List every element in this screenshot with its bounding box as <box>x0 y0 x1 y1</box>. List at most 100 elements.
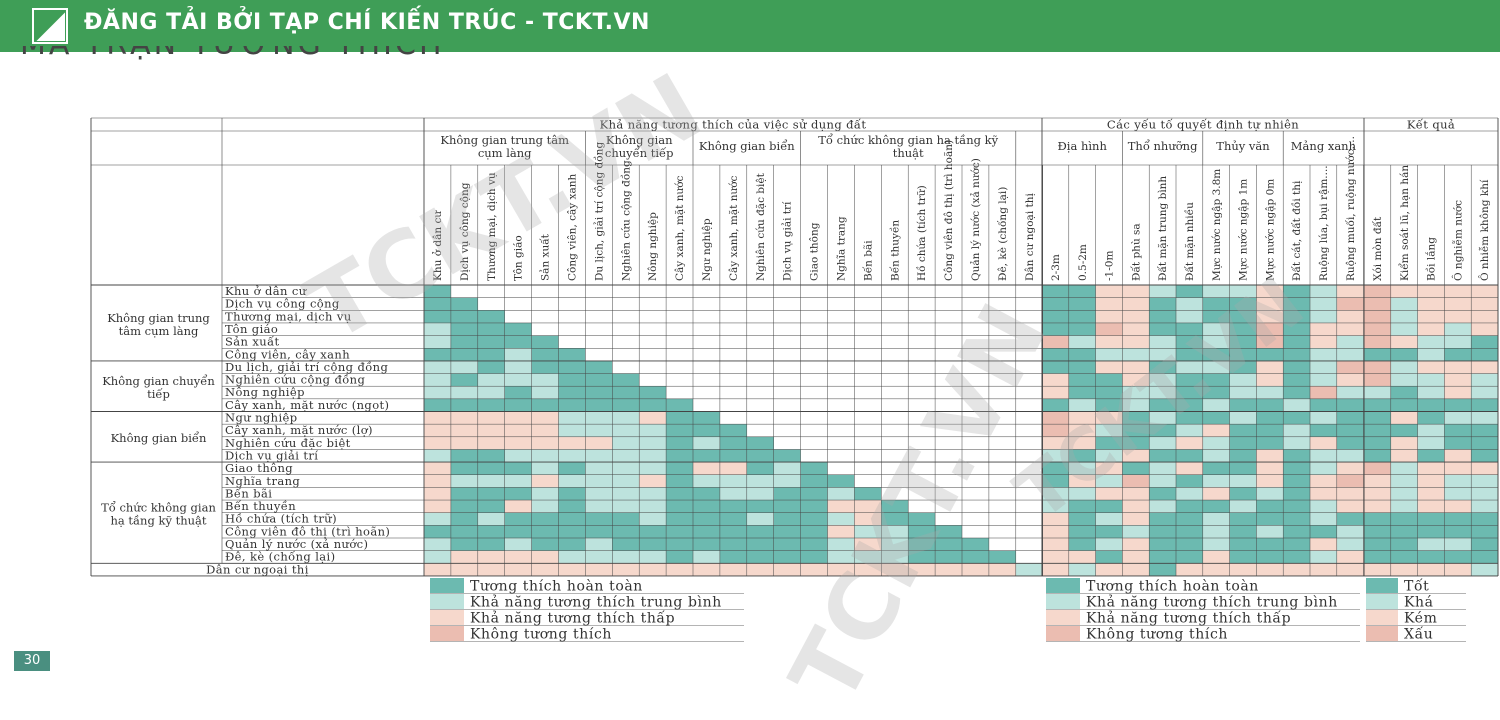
legend-right-swatch <box>1366 626 1398 641</box>
result-cell <box>1417 285 1445 298</box>
natural-factor-cell <box>1202 322 1230 336</box>
subgroup-header: chuyển tiếp <box>605 146 674 160</box>
result-cell <box>1390 487 1418 501</box>
land-use-cell <box>666 411 693 425</box>
land-use-cell <box>585 424 613 437</box>
land-use-cell <box>531 563 559 576</box>
natural-factor-cell <box>1310 398 1337 412</box>
row-label: Sản xuất <box>225 335 280 349</box>
natural-factor-cell <box>1202 348 1230 361</box>
natural-factor-cell <box>1310 525 1337 538</box>
land-use-cell <box>585 436 613 450</box>
natural-factor-cell <box>1149 512 1176 526</box>
natural-factor-cell <box>1336 411 1364 425</box>
land-use-cell <box>585 550 613 564</box>
legend-mid-swatch <box>1046 578 1080 593</box>
land-use-cell <box>800 550 828 564</box>
natural-factor-cell <box>1310 297 1337 311</box>
land-use-cell <box>773 525 801 538</box>
result-cell <box>1444 500 1472 513</box>
natural-factor-cell <box>1122 386 1150 399</box>
result-cell <box>1390 512 1418 526</box>
land-use-column-header: Bến thuyền <box>888 220 901 281</box>
land-use-cell <box>504 563 532 576</box>
row-group-label: Không gian trung <box>107 311 210 325</box>
natural-factor-cell <box>1176 348 1203 361</box>
natural-factor-cell <box>1229 386 1257 399</box>
land-use-cell <box>477 538 505 551</box>
land-use-cell <box>854 550 882 564</box>
natural-factor-cell <box>1336 297 1364 311</box>
natural-factor-cell <box>1310 348 1337 361</box>
row-group-label: tiếp <box>147 387 170 401</box>
land-use-cell <box>424 563 451 576</box>
row-label: Nghiên cứu cộng đồng <box>225 373 365 387</box>
legend-left-swatch <box>430 578 464 593</box>
result-cell <box>1390 322 1418 336</box>
natural-factor-cell <box>1283 525 1310 538</box>
subgroup-header: Thủy văn <box>1216 139 1270 153</box>
natural-factor-cell <box>1042 322 1069 336</box>
natural-factor-cell <box>1176 373 1203 387</box>
natural-factor-cell <box>1336 500 1364 513</box>
land-use-cell <box>719 525 747 538</box>
land-use-cell <box>424 348 451 361</box>
natural-factor-cell <box>1095 386 1123 399</box>
land-use-cell <box>800 525 828 538</box>
land-use-cell <box>531 436 559 450</box>
land-use-cell <box>693 424 720 437</box>
natural-factor-cell <box>1122 512 1150 526</box>
natural-factor-cell <box>1202 360 1230 374</box>
row-label: Dịch vụ công cộng <box>225 297 340 311</box>
row-label: Đê, kè (chống lại) <box>225 550 336 564</box>
land-use-cell <box>639 398 667 412</box>
natural-factor-cell <box>1336 474 1364 488</box>
result-cell <box>1444 285 1472 298</box>
natural-factor-cell <box>1176 398 1203 412</box>
natural-factor-cell <box>1042 360 1069 374</box>
land-use-cell <box>773 550 801 564</box>
result-cell <box>1364 474 1391 488</box>
natural-factor-cell <box>1042 462 1069 475</box>
result-column-header: Bồi lắng <box>1425 237 1438 281</box>
subgroup-header: Không gian biển <box>699 139 795 153</box>
land-use-column-header: Hồ chứa (tích trữ) <box>915 185 928 281</box>
land-use-cell <box>800 462 828 475</box>
land-use-cell <box>827 550 855 564</box>
natural-factor-cell <box>1310 474 1337 488</box>
result-cell <box>1364 550 1391 564</box>
result-cell <box>1417 512 1445 526</box>
land-use-cell <box>477 550 505 564</box>
natural-factor-cell <box>1042 348 1069 361</box>
land-use-cell <box>693 500 720 513</box>
natural-factor-cell <box>1149 310 1176 323</box>
legend-left-swatch <box>430 626 464 641</box>
natural-factor-cell <box>1122 538 1150 551</box>
natural-factor-cell <box>1176 310 1203 323</box>
page-number: 30 <box>14 651 50 671</box>
result-cell <box>1444 563 1472 576</box>
natural-factor-cell <box>1256 474 1284 488</box>
natural-factor-cell <box>1310 322 1337 336</box>
natural-column-header: -1-0m <box>1104 251 1116 281</box>
land-use-cell <box>424 411 451 425</box>
land-use-cell <box>585 462 613 475</box>
natural-factor-cell <box>1283 411 1310 425</box>
result-cell <box>1364 538 1391 551</box>
land-use-column-header: Thương mại, dịch vụ <box>486 172 498 281</box>
natural-factor-cell <box>1176 297 1203 311</box>
natural-factor-cell <box>1095 538 1123 551</box>
natural-factor-cell <box>1149 525 1176 538</box>
result-cell <box>1471 348 1498 361</box>
land-use-cell <box>450 398 478 412</box>
land-use-cell <box>612 525 640 538</box>
land-use-cell <box>477 348 505 361</box>
result-cell <box>1471 474 1498 488</box>
natural-factor-cell <box>1256 487 1284 501</box>
natural-factor-cell <box>1122 449 1150 463</box>
natural-factor-cell <box>1256 436 1284 450</box>
natural-factor-cell <box>1202 411 1230 425</box>
land-use-cell <box>558 436 586 450</box>
natural-factor-cell <box>1229 335 1257 349</box>
result-cell <box>1471 525 1498 538</box>
